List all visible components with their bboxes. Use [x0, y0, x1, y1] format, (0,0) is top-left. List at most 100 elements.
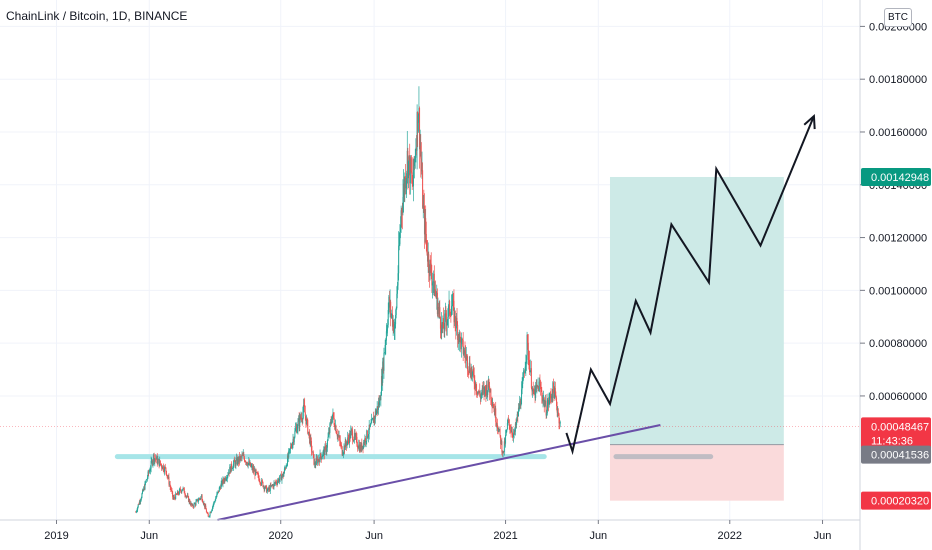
candle-body	[162, 465, 164, 469]
candle-body	[375, 411, 377, 415]
last-price-label: 0.00048467	[871, 421, 929, 433]
candle-body	[397, 273, 399, 286]
candle-body	[200, 496, 202, 499]
candle-body	[333, 417, 335, 426]
candle-body	[361, 443, 363, 450]
candle-body	[550, 395, 552, 399]
candle-body	[329, 423, 331, 433]
candle-body	[384, 352, 386, 354]
candle-body	[464, 350, 466, 355]
x-tick-label: Jun	[814, 530, 832, 542]
candle-body	[473, 368, 475, 375]
candle-body	[449, 314, 451, 315]
candle-body	[388, 296, 390, 310]
candle-body	[421, 170, 423, 172]
candle-body	[212, 506, 214, 510]
candle-body	[205, 505, 207, 510]
candle-body	[249, 462, 251, 465]
x-tick-label: Jun	[589, 530, 607, 542]
candle-body	[245, 462, 247, 463]
candle-body	[408, 156, 410, 162]
candle-body	[466, 356, 468, 370]
candle-body	[306, 418, 308, 421]
candle-body	[425, 218, 427, 234]
candle-body	[207, 513, 209, 514]
candle-body	[196, 500, 198, 502]
candle-body	[302, 405, 304, 413]
candle-body	[199, 498, 201, 500]
candle-body	[137, 507, 139, 511]
candle-body	[209, 512, 211, 516]
candle-body	[426, 240, 428, 254]
candle-body	[440, 328, 442, 334]
y-tick-label: 0.00180000	[869, 74, 927, 86]
candle-body	[263, 486, 265, 487]
candle-body	[498, 429, 500, 432]
candle-body	[250, 466, 252, 468]
candle-body	[364, 438, 366, 444]
candle-body	[476, 391, 478, 395]
candle-body	[484, 386, 486, 394]
candle-body	[283, 472, 285, 477]
candle-body	[505, 431, 507, 436]
candle-body	[533, 389, 535, 395]
candle-body	[242, 454, 244, 456]
candle-body	[208, 515, 210, 517]
candle-body	[220, 487, 222, 489]
candle-body	[243, 454, 245, 458]
candle-body	[457, 335, 459, 341]
candle-body	[342, 454, 344, 456]
countdown-label: 11:43:36	[871, 435, 913, 447]
candle-body	[184, 493, 186, 496]
position-zones	[609, 176, 784, 501]
candle-body	[232, 467, 234, 469]
candle-body	[502, 450, 504, 454]
currency-badge[interactable]: BTC	[884, 8, 912, 27]
candle-body	[500, 435, 502, 445]
candle-body	[551, 396, 553, 399]
candle-body	[253, 470, 255, 472]
candle-body	[156, 456, 158, 460]
candle-body	[301, 419, 303, 421]
candle-body	[368, 424, 370, 435]
candle-body	[227, 474, 229, 476]
candle-body	[393, 328, 395, 333]
candle-body	[324, 445, 326, 455]
trendline	[217, 423, 661, 521]
candle-body	[496, 424, 498, 426]
candle-body	[355, 435, 357, 437]
candle-body	[201, 495, 203, 501]
candle-body	[336, 434, 338, 437]
candle-body	[157, 459, 159, 464]
candle-body	[266, 486, 268, 493]
candle-body	[330, 421, 332, 423]
candle-body	[542, 399, 544, 402]
candle-body	[161, 467, 163, 469]
drawing-lines	[0, 423, 860, 521]
candle-body	[215, 496, 217, 499]
candle-body	[528, 359, 530, 361]
candle-body	[556, 398, 558, 407]
candle-body	[312, 451, 314, 455]
candle-body	[161, 464, 163, 468]
candle-body	[517, 407, 519, 417]
candle-body	[529, 360, 531, 373]
candle-body	[170, 489, 172, 491]
candle-body	[404, 176, 406, 189]
candle-body	[476, 391, 478, 392]
candle-body	[548, 399, 550, 405]
candle-body	[363, 441, 365, 444]
candle-body	[188, 499, 190, 502]
candle-body	[154, 458, 156, 462]
candle-body	[301, 417, 303, 420]
candle-body	[140, 497, 142, 500]
candle-body	[190, 503, 192, 505]
candle-body	[442, 318, 444, 329]
candle-body	[423, 205, 425, 235]
candle-body	[233, 459, 235, 464]
x-tick-label: 2022	[718, 530, 742, 542]
candle-body	[152, 461, 154, 465]
x-tick-label: 2020	[268, 530, 292, 542]
